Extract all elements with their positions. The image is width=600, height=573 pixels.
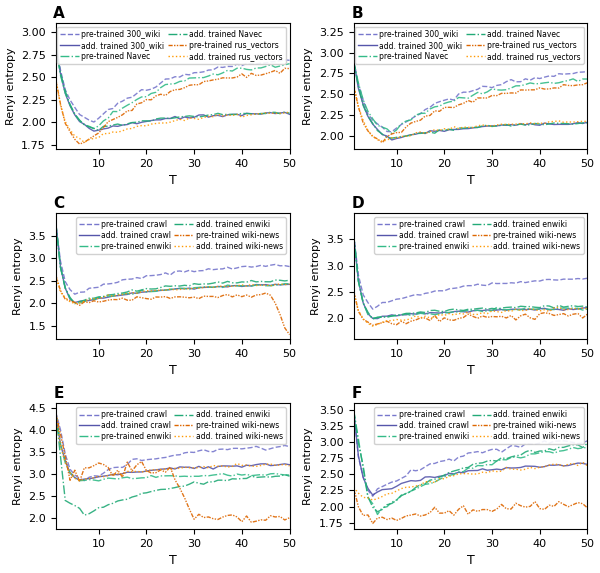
X-axis label: T: T bbox=[169, 364, 176, 378]
Y-axis label: Renyi entropy: Renyi entropy bbox=[304, 47, 313, 125]
X-axis label: T: T bbox=[169, 174, 176, 187]
Text: F: F bbox=[351, 386, 362, 401]
Y-axis label: Renyi entropy: Renyi entropy bbox=[5, 47, 16, 125]
Y-axis label: Renyi entropy: Renyi entropy bbox=[304, 427, 313, 505]
Legend: pre-trained crawl, add. trained crawl, pre-trained enwiki, add. trained enwiki, : pre-trained crawl, add. trained crawl, p… bbox=[374, 217, 584, 254]
Legend: pre-trained crawl, add. trained crawl, pre-trained enwiki, add. trained enwiki, : pre-trained crawl, add. trained crawl, p… bbox=[76, 217, 286, 254]
X-axis label: T: T bbox=[169, 555, 176, 567]
Text: C: C bbox=[53, 196, 64, 211]
X-axis label: T: T bbox=[467, 174, 475, 187]
Text: A: A bbox=[53, 6, 65, 21]
Legend: pre-trained 300_wiki, add. trained 300_wiki, pre-trained Navec, add. trained Nav: pre-trained 300_wiki, add. trained 300_w… bbox=[57, 27, 286, 64]
X-axis label: T: T bbox=[467, 364, 475, 378]
Legend: pre-trained crawl, add. trained crawl, pre-trained enwiki, add. trained enwiki, : pre-trained crawl, add. trained crawl, p… bbox=[374, 407, 584, 444]
X-axis label: T: T bbox=[467, 555, 475, 567]
Y-axis label: Renyi entropy: Renyi entropy bbox=[311, 237, 320, 315]
Text: D: D bbox=[351, 196, 364, 211]
Legend: pre-trained crawl, add. trained crawl, pre-trained enwiki, add. trained enwiki, : pre-trained crawl, add. trained crawl, p… bbox=[76, 407, 286, 444]
Text: E: E bbox=[53, 386, 64, 401]
Text: B: B bbox=[351, 6, 363, 21]
Y-axis label: Renyi entropy: Renyi entropy bbox=[13, 427, 23, 505]
Y-axis label: Renyi entropy: Renyi entropy bbox=[13, 237, 23, 315]
Legend: pre-trained 300_wiki, add. trained 300_wiki, pre-trained Navec, add. trained Nav: pre-trained 300_wiki, add. trained 300_w… bbox=[355, 27, 584, 64]
